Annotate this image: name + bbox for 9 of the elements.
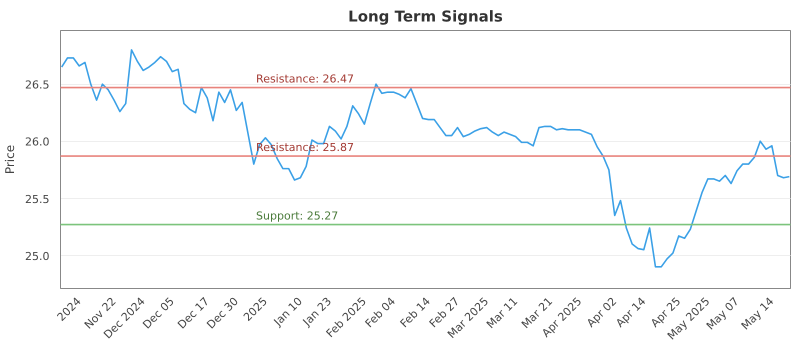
line-series <box>60 49 790 268</box>
y-tick-label: 26.0 <box>25 136 50 149</box>
y-tick-label: 26.5 <box>25 78 50 92</box>
y-tick-label: 25.5 <box>25 192 50 206</box>
chart-title: Long Term Signals <box>348 8 503 26</box>
y-tick-label: 25.0 <box>25 250 50 263</box>
ref-line-label: Support: 25.27 <box>256 210 338 223</box>
y-axis-title: Price <box>3 144 18 174</box>
ref-line-label: Resistance: 26.47 <box>256 72 354 86</box>
